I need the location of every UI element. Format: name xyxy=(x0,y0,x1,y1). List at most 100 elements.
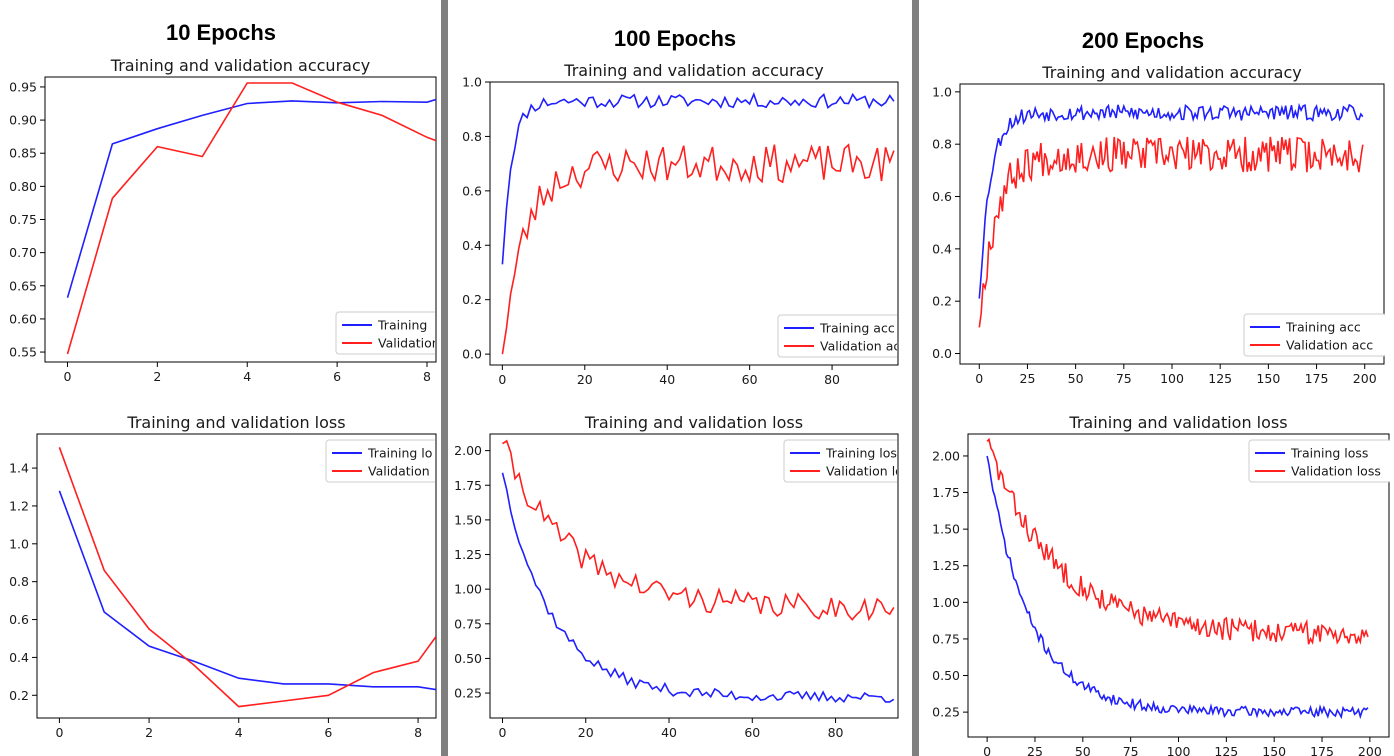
x-tick-label: 0 xyxy=(499,725,507,740)
x-tick-label: 6 xyxy=(333,369,341,384)
legend-label: Validation acc xyxy=(1286,338,1373,353)
x-tick-label: 4 xyxy=(235,725,243,740)
x-tick-label: 100 xyxy=(1160,371,1184,386)
y-tick-label: 1.0 xyxy=(932,84,952,99)
series-line-training-loss xyxy=(501,472,895,704)
x-tick-label: 100 xyxy=(1167,744,1191,756)
y-tick-label: 0.4 xyxy=(9,650,29,665)
legend-label: Validation xyxy=(368,464,430,479)
series-line-training-lo xyxy=(58,490,436,691)
chart-title: Training and validation loss xyxy=(126,413,345,432)
y-tick-label: 0.50 xyxy=(932,668,960,683)
y-tick-label: 0.90 xyxy=(9,113,37,128)
series-line-validation-acc xyxy=(978,136,1364,328)
panel-separator xyxy=(441,0,448,756)
legend: Training loss Validation loss xyxy=(783,439,897,483)
y-tick-label: 0.80 xyxy=(9,179,37,194)
chart-1: Training and validation accuracy 0 2 4 6 8 0.5… xyxy=(9,56,437,384)
y-tick-label: 1.00 xyxy=(454,582,482,597)
legend-label: Training acc xyxy=(1285,320,1361,335)
series-line-validation-acc xyxy=(501,143,895,355)
y-tick-label: 0.85 xyxy=(9,146,37,161)
x-tick-label: 150 xyxy=(1256,371,1280,386)
x-tick-label: 175 xyxy=(1305,371,1329,386)
x-tick-label: 4 xyxy=(243,369,251,384)
y-tick-label: 0.4 xyxy=(462,238,482,253)
y-tick-label: 1.25 xyxy=(932,558,960,573)
y-tick-label: 0.8 xyxy=(462,129,482,144)
x-tick-label: 60 xyxy=(744,725,760,740)
chart-title: Training and validation accuracy xyxy=(563,61,823,80)
y-tick-label: 0.2 xyxy=(462,292,482,307)
y-tick-label: 1.00 xyxy=(932,595,960,610)
chart-6: Training and validation loss 0 25 50 75 100 12… xyxy=(932,413,1390,756)
y-tick-label: 0.0 xyxy=(932,346,952,361)
x-tick-label: 60 xyxy=(742,372,758,387)
y-tick-label: 1.75 xyxy=(932,485,960,500)
x-tick-label: 200 xyxy=(1353,371,1377,386)
y-tick-label: 0.95 xyxy=(9,79,37,94)
x-tick-label: 8 xyxy=(414,725,422,740)
chart-3: Training and validation accuracy 0 20 40 60 8… xyxy=(462,61,899,387)
legend: Training lo Validation xyxy=(325,439,435,483)
y-tick-label: 0.4 xyxy=(932,241,952,256)
legend: Training acc Validation acc xyxy=(777,314,897,358)
x-tick-label: 0 xyxy=(63,369,71,384)
x-tick-label: 40 xyxy=(661,725,677,740)
x-tick-label: 125 xyxy=(1214,744,1238,756)
y-tick-label: 0.6 xyxy=(462,183,482,198)
x-tick-label: 0 xyxy=(983,744,991,756)
legend: Training acc Validation acc xyxy=(1243,313,1385,357)
x-tick-label: 25 xyxy=(1020,371,1036,386)
y-tick-label: 0.70 xyxy=(9,245,37,260)
x-tick-label: 20 xyxy=(578,725,594,740)
x-tick-label: 0 xyxy=(498,372,506,387)
x-tick-label: 125 xyxy=(1208,371,1232,386)
y-tick-label: 0.2 xyxy=(9,688,29,703)
chart-2: Training and validation loss 0 2 4 6 8 0.2 0.4 0… xyxy=(9,413,437,740)
y-tick-label: 1.4 xyxy=(9,461,29,476)
x-tick-label: 20 xyxy=(577,372,593,387)
x-tick-label: 150 xyxy=(1262,744,1286,756)
y-tick-label: 0.8 xyxy=(932,137,952,152)
x-tick-label: 25 xyxy=(1027,744,1043,756)
panel-heading: 10 Epochs xyxy=(165,20,277,45)
panel-heading: 100 Epochs xyxy=(613,26,737,51)
series-line-training-acc xyxy=(501,91,895,265)
x-tick-label: 2 xyxy=(153,369,161,384)
plot-frame xyxy=(36,433,437,719)
x-tick-label: 0 xyxy=(55,725,63,740)
x-tick-label: 75 xyxy=(1123,744,1139,756)
series-line-training xyxy=(66,98,436,298)
x-tick-label: 8 xyxy=(423,369,431,384)
series-line-validation xyxy=(58,447,436,708)
series-line-training-acc xyxy=(978,102,1364,299)
x-tick-label: 75 xyxy=(1116,371,1132,386)
y-tick-label: 1.50 xyxy=(454,512,482,527)
y-tick-label: 1.75 xyxy=(454,478,482,493)
legend-label: Training acc xyxy=(819,321,895,336)
x-tick-label: 175 xyxy=(1310,744,1334,756)
legend-label: Training lo xyxy=(367,446,432,461)
y-tick-label: 2.00 xyxy=(932,448,960,463)
y-tick-label: 0.55 xyxy=(9,345,37,360)
legend: Training loss Validation loss xyxy=(1248,439,1390,483)
y-tick-label: 0.2 xyxy=(932,294,952,309)
y-tick-label: 0.25 xyxy=(454,686,482,701)
x-tick-label: 0 xyxy=(975,371,983,386)
plot-frame xyxy=(489,433,899,719)
panel-100-epochs: 100 Epochs xyxy=(448,0,912,756)
chart-title: Training and validation accuracy xyxy=(110,56,370,75)
chart-title: Training and validation loss xyxy=(1068,413,1287,432)
y-tick-label: 0.0 xyxy=(462,347,482,362)
legend: Training Validation xyxy=(335,311,435,355)
legend-label: Training xyxy=(377,318,427,333)
y-tick-label: 0.6 xyxy=(9,612,29,627)
series-line-validation xyxy=(66,82,436,355)
y-tick-label: 0.75 xyxy=(932,631,960,646)
x-tick-label: 2 xyxy=(145,725,153,740)
chart-5: Training and validation accuracy 0 25 50 75 1… xyxy=(932,63,1385,386)
x-tick-label: 80 xyxy=(824,372,840,387)
x-tick-label: 50 xyxy=(1075,744,1091,756)
